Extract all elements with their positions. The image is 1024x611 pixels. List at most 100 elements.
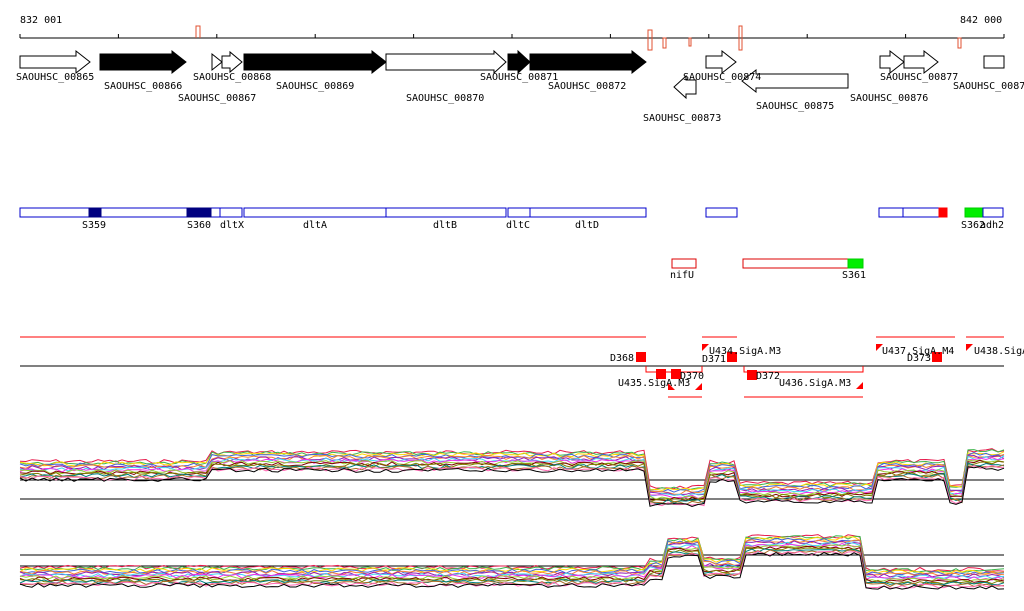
- gene-label: SAOUHSC_00873: [643, 113, 721, 124]
- promoter-label: D373: [907, 353, 931, 364]
- expression-trace: [19, 459, 1005, 500]
- expression-trace: [19, 540, 1005, 579]
- operon-segment[interactable]: [671, 258, 697, 269]
- gene-label: SAOUHSC_00876: [850, 93, 928, 104]
- operon-segment[interactable]: [385, 207, 507, 218]
- gene-labels: SAOUHSC_00865 SAOUHSC_00866 SAOUHSC_0086…: [16, 72, 1024, 124]
- promoter-labels: D368 U434.SigA.M3 D371 D370 U435.SigA.M3…: [610, 346, 1024, 389]
- operon-label: nifU: [670, 270, 694, 281]
- gene-arrow[interactable]: [19, 49, 91, 75]
- expression-trace: [19, 542, 1005, 581]
- gene-arrow[interactable]: [983, 55, 1005, 69]
- gene-arrow[interactable]: [221, 50, 243, 74]
- operon-segment[interactable]: [902, 207, 940, 218]
- operon-labels: S359 S360 dltX dltA dltB dltC dltD S362 …: [82, 220, 1004, 281]
- operon-segment[interactable]: [847, 258, 864, 269]
- expression-panel-top: [19, 448, 1005, 508]
- promoter-flag[interactable]: [702, 344, 709, 351]
- gene-arrow[interactable]: [385, 49, 507, 75]
- expression-panel-bottom: [19, 534, 1005, 590]
- gene-label: SAOUHSC_0087: [953, 81, 1024, 92]
- promoter-label: U436.SigA.M3: [779, 378, 851, 389]
- operon-label: S361: [842, 270, 866, 281]
- operon-label: dltX: [220, 220, 244, 231]
- promoter-label: U438.SigA: [974, 346, 1024, 357]
- ruler-ticks: [19, 34, 1005, 38]
- gene-label: SAOUHSC_00872: [548, 81, 626, 92]
- promoter-box[interactable]: [932, 352, 942, 362]
- gene-label: SAOUHSC_00877: [880, 72, 958, 83]
- operon-segment[interactable]: [878, 207, 904, 218]
- gene-label: SAOUHSC_00871: [480, 72, 558, 83]
- operon-segment[interactable]: [705, 207, 738, 218]
- gene-label: SAOUHSC_00867: [178, 93, 256, 104]
- expression-trace: [19, 552, 1005, 590]
- gene-track: [19, 49, 1005, 100]
- gene-arrow[interactable]: [673, 74, 697, 100]
- operon-segment[interactable]: [219, 207, 243, 218]
- promoter-flag[interactable]: [876, 344, 883, 351]
- promoter-flag[interactable]: [695, 383, 702, 390]
- operon-segment[interactable]: [186, 207, 212, 218]
- operon-label: dltB: [433, 220, 457, 231]
- operon-segment[interactable]: [507, 207, 531, 218]
- promoter-label: D372: [756, 371, 780, 382]
- gene-label: SAOUHSC_00868: [193, 72, 271, 83]
- operon-segment[interactable]: [529, 207, 647, 218]
- gene-arrow[interactable]: [903, 49, 939, 75]
- gene-arrow[interactable]: [211, 52, 223, 72]
- promoter-track: [20, 336, 1004, 398]
- operon-label: dltD: [575, 220, 599, 231]
- operon-segment[interactable]: [982, 207, 1004, 218]
- promoter-flag[interactable]: [966, 344, 973, 351]
- operon-segment[interactable]: [964, 207, 984, 218]
- gene-label: SAOUHSC_00875: [756, 101, 834, 112]
- gene-arrow[interactable]: [243, 49, 387, 75]
- gene-label: SAOUHSC_00869: [276, 81, 354, 92]
- ruler-end-label: 842 000: [960, 15, 1002, 26]
- gene-arrow[interactable]: [705, 49, 737, 75]
- operon-label: dltA: [303, 220, 327, 231]
- expression-trace: [19, 537, 1005, 576]
- gene-arrow[interactable]: [529, 49, 647, 75]
- promoter-label: U434.SigA.M3: [709, 346, 781, 357]
- promoter-box[interactable]: [727, 352, 737, 362]
- promoter-label: U435.SigA.M3: [618, 378, 690, 389]
- gene-label: SAOUHSC_00874: [683, 72, 761, 83]
- expression-trace: [19, 549, 1005, 588]
- coordinate-ruler: 832 001 842 000: [19, 15, 1005, 51]
- promoter-box[interactable]: [656, 369, 666, 379]
- promoter-box[interactable]: [671, 369, 681, 379]
- promoter-label: D368: [610, 353, 634, 364]
- gene-label: SAOUHSC_00870: [406, 93, 484, 104]
- expression-trace: [19, 451, 1005, 491]
- promoter-flag[interactable]: [668, 383, 675, 390]
- operon-segment[interactable]: [938, 207, 948, 218]
- operon-label: adh2: [980, 220, 1004, 231]
- operon-segment[interactable]: [243, 207, 387, 218]
- operon-label: S359: [82, 220, 106, 231]
- operon-label: S360: [187, 220, 211, 231]
- promoter-label: U437.SigA.M4: [882, 346, 954, 357]
- operon-label: dltC: [506, 220, 530, 231]
- expression-trace: [19, 466, 1005, 508]
- operon-label: S362: [961, 220, 985, 231]
- gene-arrow[interactable]: [99, 49, 187, 75]
- gene-label: SAOUHSC_00866: [104, 81, 182, 92]
- ruler-start-label: 832 001: [20, 15, 62, 26]
- expression-traces: [19, 534, 1005, 590]
- gene-arrow[interactable]: [741, 68, 849, 94]
- transcript-line: [743, 366, 864, 373]
- operon-segment[interactable]: [88, 207, 102, 218]
- promoter-box[interactable]: [636, 352, 646, 362]
- gene-arrow[interactable]: [879, 49, 905, 75]
- expression-trace: [19, 546, 1005, 585]
- gene-arrow[interactable]: [507, 49, 531, 75]
- promoter-label: D370: [680, 371, 704, 382]
- promoter-box[interactable]: [747, 370, 757, 380]
- promoter-flag[interactable]: [856, 382, 863, 389]
- gene-label: SAOUHSC_00865: [16, 72, 94, 83]
- operon-segment[interactable]: [742, 258, 864, 269]
- expression-trace: [19, 448, 1005, 490]
- ruler-red-marks: [195, 25, 962, 51]
